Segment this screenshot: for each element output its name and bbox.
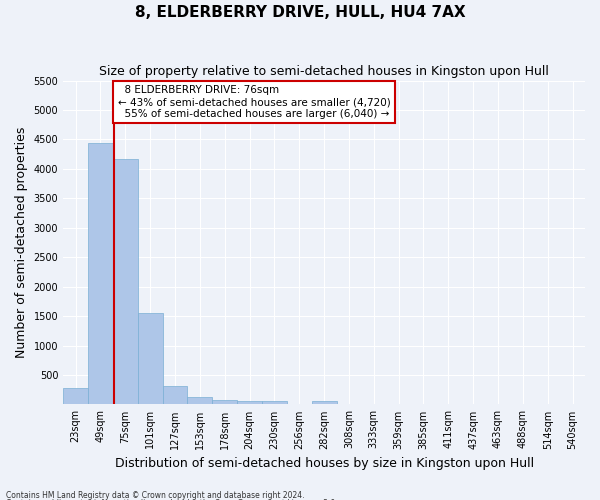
Bar [237,400,262,404]
Bar [138,312,163,404]
Text: Contains public sector information licensed under the Open Government Licence v3: Contains public sector information licen… [6,499,338,500]
Text: 8, ELDERBERRY DRIVE, HULL, HU4 7AX: 8, ELDERBERRY DRIVE, HULL, HU4 7AX [134,5,466,20]
Bar [262,401,287,404]
X-axis label: Distribution of semi-detached houses by size in Kingston upon Hull: Distribution of semi-detached houses by … [115,457,533,470]
Text: 8 ELDERBERRY DRIVE: 76sqm
← 43% of semi-detached houses are smaller (4,720)
  55: 8 ELDERBERRY DRIVE: 76sqm ← 43% of semi-… [118,86,391,118]
Bar [187,398,212,404]
Bar [163,386,187,404]
Bar [113,160,138,404]
Bar [63,388,88,404]
Text: Contains HM Land Registry data © Crown copyright and database right 2024.: Contains HM Land Registry data © Crown c… [6,490,305,500]
Bar [88,143,113,405]
Bar [212,400,237,404]
Title: Size of property relative to semi-detached houses in Kingston upon Hull: Size of property relative to semi-detach… [99,65,549,78]
Y-axis label: Number of semi-detached properties: Number of semi-detached properties [15,127,28,358]
Bar [311,401,337,404]
